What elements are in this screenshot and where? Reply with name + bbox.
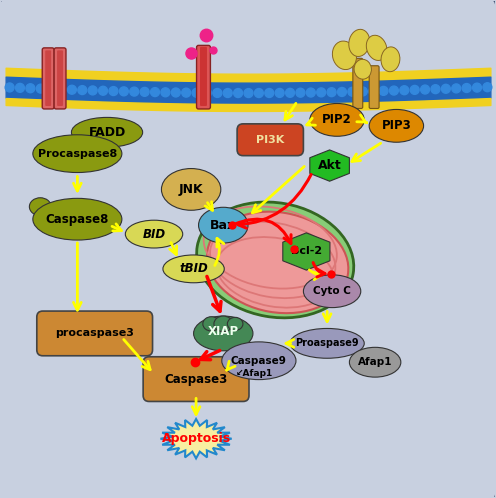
Circle shape (182, 88, 190, 97)
FancyBboxPatch shape (200, 47, 207, 106)
Ellipse shape (71, 118, 143, 147)
Text: Akt: Akt (318, 159, 341, 172)
Ellipse shape (381, 47, 400, 72)
Circle shape (120, 87, 128, 96)
Ellipse shape (332, 41, 357, 70)
Text: JNK: JNK (179, 183, 203, 196)
FancyBboxPatch shape (54, 48, 66, 109)
FancyBboxPatch shape (237, 124, 304, 156)
Text: Afap1: Afap1 (358, 357, 392, 367)
Ellipse shape (310, 104, 364, 136)
Circle shape (15, 83, 24, 92)
Circle shape (47, 85, 56, 94)
Ellipse shape (349, 347, 401, 377)
FancyBboxPatch shape (369, 66, 379, 109)
Ellipse shape (214, 316, 233, 332)
Text: PI3K: PI3K (256, 135, 284, 145)
Ellipse shape (304, 275, 361, 308)
Text: Proaspase9: Proaspase9 (295, 338, 359, 349)
Polygon shape (310, 150, 349, 181)
Ellipse shape (354, 59, 372, 79)
Text: Cyto C: Cyto C (313, 286, 351, 296)
Ellipse shape (290, 329, 364, 358)
Circle shape (265, 89, 274, 98)
Ellipse shape (33, 198, 122, 240)
Text: Caspase8: Caspase8 (46, 213, 109, 226)
Circle shape (348, 87, 357, 96)
Circle shape (296, 88, 305, 97)
Ellipse shape (29, 198, 51, 216)
Circle shape (337, 88, 346, 97)
Circle shape (234, 89, 243, 98)
Text: procaspase3: procaspase3 (55, 328, 134, 339)
Text: tBID: tBID (179, 262, 208, 275)
Circle shape (431, 85, 440, 94)
FancyBboxPatch shape (196, 45, 210, 109)
Circle shape (140, 87, 149, 96)
FancyBboxPatch shape (45, 50, 51, 106)
FancyBboxPatch shape (57, 50, 63, 106)
Ellipse shape (198, 207, 248, 243)
Circle shape (202, 89, 211, 97)
Ellipse shape (207, 212, 348, 313)
Text: Caspase3: Caspase3 (165, 373, 228, 385)
Circle shape (275, 89, 284, 98)
Circle shape (379, 87, 388, 95)
Circle shape (223, 89, 232, 98)
Circle shape (151, 88, 160, 97)
Circle shape (88, 86, 97, 95)
Text: Bax: Bax (210, 219, 236, 232)
Circle shape (483, 83, 492, 92)
Circle shape (452, 84, 461, 93)
FancyBboxPatch shape (37, 311, 153, 356)
Circle shape (462, 84, 471, 93)
Ellipse shape (163, 255, 224, 283)
Text: PIP2: PIP2 (322, 114, 352, 126)
Text: PIP3: PIP3 (381, 120, 411, 132)
Ellipse shape (227, 317, 243, 330)
Circle shape (5, 83, 14, 92)
Circle shape (109, 87, 118, 96)
Circle shape (327, 88, 336, 97)
Circle shape (421, 85, 430, 94)
Circle shape (213, 89, 222, 98)
Ellipse shape (161, 168, 221, 210)
FancyBboxPatch shape (353, 58, 363, 109)
Ellipse shape (349, 29, 370, 56)
Text: BID: BID (142, 228, 166, 241)
Circle shape (99, 86, 108, 95)
Circle shape (317, 88, 326, 97)
Ellipse shape (193, 316, 253, 351)
Circle shape (441, 84, 450, 93)
Circle shape (244, 89, 253, 98)
Text: FADD: FADD (88, 126, 125, 139)
Ellipse shape (33, 135, 122, 172)
Ellipse shape (367, 35, 387, 60)
Circle shape (369, 87, 377, 96)
Circle shape (161, 88, 170, 97)
Circle shape (36, 84, 45, 93)
Text: XIAP: XIAP (208, 325, 239, 338)
Circle shape (67, 85, 76, 94)
Text: Bcl-2: Bcl-2 (291, 247, 322, 256)
Circle shape (286, 88, 295, 97)
Circle shape (26, 84, 35, 93)
Ellipse shape (222, 342, 296, 379)
Polygon shape (160, 419, 232, 458)
Circle shape (130, 87, 139, 96)
Circle shape (78, 86, 87, 95)
Text: Caspase9: Caspase9 (231, 356, 287, 366)
Text: Procaspase8: Procaspase8 (38, 148, 117, 159)
Circle shape (192, 88, 201, 97)
Ellipse shape (203, 317, 220, 331)
Ellipse shape (369, 110, 424, 142)
Circle shape (473, 83, 482, 92)
FancyBboxPatch shape (143, 357, 249, 401)
Circle shape (254, 89, 263, 98)
Text: ↙Afap1: ↙Afap1 (235, 369, 273, 377)
FancyBboxPatch shape (42, 48, 54, 109)
Circle shape (410, 86, 419, 94)
Text: Apoptosis: Apoptosis (162, 432, 231, 445)
Circle shape (389, 86, 398, 95)
